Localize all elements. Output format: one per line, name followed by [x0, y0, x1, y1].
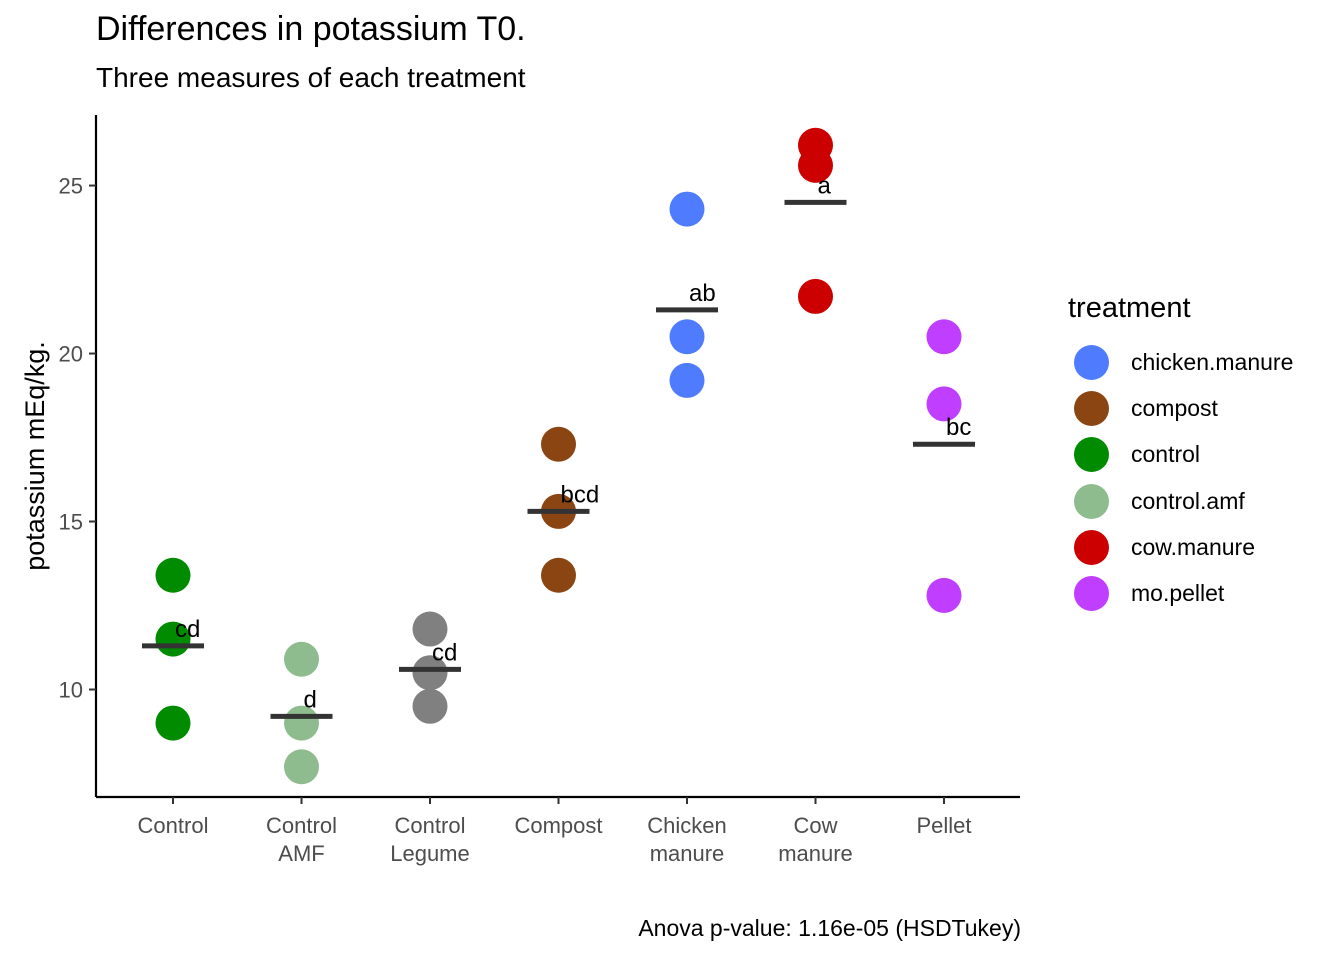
y-tick-label: 10 — [59, 677, 83, 702]
x-tick-label: Control Legume — [390, 813, 470, 866]
legend-label: control — [1131, 441, 1201, 468]
data-point — [669, 319, 705, 355]
legend-item: chicken.manure — [1068, 339, 1293, 385]
chart-title: Differences in potassium T0. — [96, 10, 526, 48]
x-tick-label-line: manure — [778, 841, 853, 866]
legend: treatment chicken.manure compost control co… — [1068, 292, 1293, 617]
x-tick-label: Control AMF — [266, 813, 337, 866]
data-point — [412, 655, 448, 691]
x-tick-label-line: Cow — [793, 813, 837, 838]
data-point — [284, 641, 319, 677]
significance-letter: d — [304, 686, 317, 713]
data-point — [155, 557, 191, 593]
legend-item: control.amf — [1068, 478, 1293, 524]
chart-subtitle: Three measures of each treatment — [96, 62, 526, 93]
legend-title: treatment — [1068, 292, 1191, 324]
data-point — [926, 319, 962, 355]
y-tick-label: 25 — [59, 174, 83, 199]
legend-swatch — [1074, 483, 1109, 519]
legend-label: mo.pellet — [1131, 580, 1225, 607]
significance-letter: bcd — [561, 481, 600, 508]
data-point — [798, 147, 833, 183]
x-tick-label-line: Legume — [390, 841, 470, 866]
data-point — [155, 705, 191, 741]
significance-letter: a — [818, 172, 832, 199]
legend-item: cow.manure — [1068, 524, 1293, 570]
x-tick-label: Control — [138, 813, 209, 838]
significance-letter: cd — [175, 616, 200, 643]
legend-swatch — [1074, 529, 1109, 565]
data-point — [412, 688, 448, 724]
data-point — [926, 577, 962, 613]
data-point — [926, 386, 962, 422]
significance-letter: cd — [432, 639, 457, 666]
chart-caption: Anova p-value: 1.16e-05 (HSDTukey) — [638, 915, 1021, 941]
data-point — [412, 611, 448, 647]
x-tick-label-line: AMF — [278, 841, 324, 866]
x-tick-label-line: manure — [650, 841, 725, 866]
x-tick-label-line: Chicken — [647, 813, 726, 838]
x-tick-label: Compost — [514, 813, 602, 838]
legend-swatch — [1074, 344, 1109, 380]
x-tick-label-line: Compost — [514, 813, 602, 838]
data-point — [798, 278, 833, 314]
legend-items: chicken.manure compost control control.amf c… — [1068, 339, 1293, 617]
legend-item: compost — [1068, 385, 1293, 431]
data-point — [284, 749, 319, 785]
x-tick-label: Pellet — [916, 813, 971, 838]
data-point — [669, 362, 705, 398]
legend-label: cow.manure — [1131, 533, 1256, 560]
legend-swatch — [1074, 576, 1109, 612]
legend-label: control.amf — [1131, 487, 1245, 514]
significance-letter: bc — [946, 414, 971, 441]
data-point — [669, 191, 705, 227]
legend-swatch — [1074, 437, 1109, 473]
legend-item: mo.pellet — [1068, 570, 1293, 616]
x-tick-label-line: Control — [395, 813, 466, 838]
x-tick-label-line: Control — [266, 813, 337, 838]
x-tick-label: Cow manure — [778, 813, 853, 866]
legend-swatch — [1074, 390, 1109, 426]
x-tick-label-line: Control — [138, 813, 209, 838]
y-tick-label: 20 — [59, 342, 83, 367]
y-tick-label: 15 — [59, 510, 83, 535]
data-point — [541, 426, 576, 462]
significance-letter: ab — [689, 280, 716, 307]
y-axis-title: potassium mEq/kg. — [20, 341, 50, 571]
legend-label: compost — [1131, 394, 1218, 421]
x-tick-label-line: Pellet — [916, 813, 971, 838]
legend-item: control — [1068, 432, 1293, 478]
data-point — [541, 557, 576, 593]
x-tick-label: Chicken manure — [647, 813, 726, 866]
legend-label: chicken.manure — [1131, 348, 1294, 375]
